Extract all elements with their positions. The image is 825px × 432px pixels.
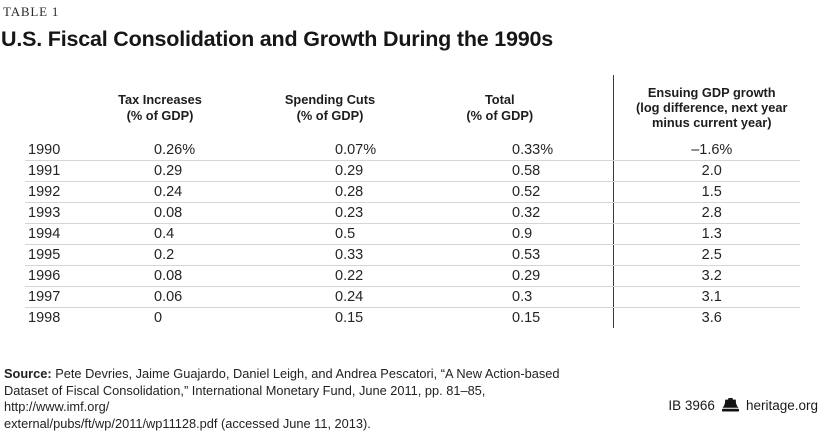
tax-cell: 0.29 <box>85 160 263 182</box>
gdp-growth-cell: 2.8 <box>612 202 800 224</box>
tax-cell: 0.26% <box>85 140 263 161</box>
table-label: TABLE 1 <box>3 4 60 19</box>
year-cell: 1994 <box>25 223 85 245</box>
gdp-growth-cell: 3.1 <box>612 286 800 308</box>
page-title: U.S. Fiscal Consolidation and Growth Dur… <box>1 27 554 51</box>
spending-cell: 0.33 <box>263 244 443 266</box>
tax-cell: 0.06 <box>85 286 263 308</box>
source-label: Source: <box>4 366 52 381</box>
total-cell: 0.52 <box>443 181 613 203</box>
year-cell: 1995 <box>25 244 85 266</box>
spending-cell: 0.29 <box>263 160 443 182</box>
column-header-spending-cuts: Spending Cuts (% of GDP) <box>284 92 376 123</box>
gdp-growth-cell: 2.0 <box>612 160 800 182</box>
tax-cell: 0.2 <box>85 244 263 266</box>
table-row: 1990 0.26% 0.07% 0.33% –1.6% <box>25 140 800 161</box>
spending-cell: 0.5 <box>263 223 443 245</box>
column-header-tax-increases: Tax Increases (% of GDP) <box>118 92 202 123</box>
spending-cell: 0.24 <box>263 286 443 308</box>
footer-branding: IB 3966 heritage.org <box>668 398 818 413</box>
total-cell: 0.9 <box>443 223 613 245</box>
table-row: 1996 0.08 0.22 0.29 3.2 <box>25 265 800 287</box>
tax-cell: 0 <box>154 310 163 326</box>
total-cell: 0.29 <box>443 265 613 287</box>
column-header-year <box>25 75 85 140</box>
table-row: 1995 0.2 0.33 0.53 2.5 <box>25 244 800 266</box>
source-note: Source: Pete Devries, Jaime Guajardo, Da… <box>4 366 564 432</box>
tax-cell: 0.08 <box>85 202 263 224</box>
total-cell: 0.53 <box>443 244 613 266</box>
table-row: 1998 0 0.15 0.15 3.6 <box>25 307 800 328</box>
spending-cell: 0.07% <box>263 140 443 161</box>
gdp-growth-cell: 3.2 <box>612 265 800 287</box>
spending-cell: 0.28 <box>263 181 443 203</box>
table-row: 1997 0.06 0.24 0.3 3.1 <box>25 286 800 308</box>
total-cell: 0.32 <box>443 202 613 224</box>
column-header-gdp-growth: Ensuing GDP growth (log difference, next… <box>612 75 800 140</box>
year-cell: 1991 <box>25 160 85 182</box>
table-row: 1994 0.4 0.5 0.9 1.3 <box>25 223 800 245</box>
total-cell: 0.15 <box>512 310 541 326</box>
source-line: Dataset of Fiscal Consolidation,” Intern… <box>4 382 486 415</box>
table-row: 1993 0.08 0.23 0.32 2.8 <box>25 202 800 224</box>
total-cell: 0.3 <box>443 286 613 308</box>
source-line: Source: Pete Devries, Jaime Guajardo, Da… <box>4 366 560 381</box>
fiscal-consolidation-table: Tax Increases (% of GDP) Spending Cuts (… <box>25 75 800 328</box>
year-cell: 1996 <box>25 265 85 287</box>
column-header-total: Total (% of GDP) <box>466 92 534 123</box>
source-line: external/pubs/ft/wp/2011/wp11128.pdf (ac… <box>4 415 371 431</box>
spending-cell: 0.15 <box>335 310 364 326</box>
spending-cell: 0.22 <box>263 265 443 287</box>
document-page: TABLE 1 U.S. Fiscal Consolidation and Gr… <box>1 4 818 431</box>
site-name: heritage.org <box>745 398 818 413</box>
gdp-growth-cell: 2.5 <box>612 244 800 266</box>
total-cell: 0.58 <box>443 160 613 182</box>
liberty-bell-icon <box>721 398 739 413</box>
table-row: 1991 0.29 0.29 0.58 2.0 <box>25 160 800 182</box>
year-cell: 1998 <box>28 310 61 326</box>
tax-cell: 0.4 <box>85 223 263 245</box>
gdp-growth-cell: 3.6 <box>612 307 800 328</box>
spending-cell: 0.23 <box>263 202 443 224</box>
gdp-growth-cell: –1.6% <box>612 140 800 161</box>
year-cell: 1990 <box>25 140 85 161</box>
total-cell: 0.33% <box>443 140 613 161</box>
table-row: 1992 0.24 0.28 0.52 1.5 <box>25 181 800 203</box>
doc-id: IB 3966 <box>668 398 715 413</box>
year-cell: 1993 <box>25 202 85 224</box>
tax-cell: 0.24 <box>85 181 263 203</box>
tax-cell: 0.08 <box>85 265 263 287</box>
year-cell: 1992 <box>25 181 85 203</box>
year-cell: 1997 <box>25 286 85 308</box>
gdp-growth-cell: 1.5 <box>612 181 800 203</box>
table-header-row: Tax Increases (% of GDP) Spending Cuts (… <box>25 75 800 140</box>
gdp-growth-cell: 1.3 <box>612 223 800 245</box>
